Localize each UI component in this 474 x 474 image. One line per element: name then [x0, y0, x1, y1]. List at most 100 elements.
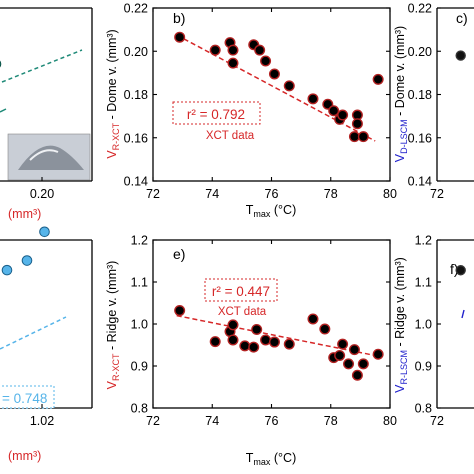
panel-b-yaxis-ticklabel-1: 0.16	[124, 131, 148, 145]
panel-e-yaxis-ticklabel-3: 1.1	[131, 276, 148, 290]
panel-e-xaxis-ticklabel-1: 74	[205, 414, 219, 428]
panel-e-yaxis-ticklabel-1: 0.9	[131, 360, 148, 374]
panel-c-yaxis-ticklabel-2: 0.18	[408, 88, 432, 102]
panel-b-point-6	[254, 44, 266, 56]
panel-e-point-6	[248, 341, 260, 353]
panel-b-yaxis-ticklabel-2: 0.18	[124, 88, 148, 102]
panel-e-point-20	[372, 348, 384, 360]
panel-e-point-14	[334, 350, 346, 362]
panel-f-xaxis-ticklabel-0: 72	[430, 414, 444, 428]
panel-b-r2-text: r² = 0.792	[187, 107, 245, 122]
panel-c-yaxis-ticklabel-3: 0.20	[408, 45, 432, 59]
panel-d-xlabel-fragment: (mm³)	[8, 449, 41, 463]
panel-b-point-12	[328, 105, 340, 117]
panel-e-point-3	[227, 319, 239, 331]
panel-b-point-9	[283, 80, 295, 92]
panel-b-point-4	[227, 44, 239, 56]
panel-e-point-19	[357, 358, 369, 370]
panel-e-trendline	[176, 314, 376, 357]
panel-a-trendline	[1, 49, 83, 83]
panel-e-point-7	[251, 323, 263, 335]
panel-f-ylabel: VR-LSCM - Ridge v. (mm³)	[393, 257, 409, 393]
panel-b-label: b)	[173, 10, 185, 26]
panel-b-xlabel: Tmax (°C)	[246, 203, 296, 219]
panel-e-point-12	[319, 323, 331, 335]
panel-e-point-1	[209, 336, 221, 348]
panel-b-point-8	[268, 68, 280, 80]
panel-b-yaxis-ticklabel-3: 0.20	[124, 45, 148, 59]
panel-c-yaxis-ticklabel-0: 0.14	[408, 175, 432, 189]
panel-e-point-17	[348, 344, 360, 356]
panel-e-frame	[152, 239, 391, 409]
panel-e-point-0	[174, 305, 186, 317]
panel-e-label: e)	[173, 246, 185, 262]
panel-b-frame	[152, 7, 391, 182]
panel-b-xct-label: XCT data	[206, 130, 255, 142]
panel-b-point-17	[351, 118, 363, 130]
panel-d-point-7	[1, 264, 13, 276]
panel-b-xaxis-ticklabel-0: 72	[146, 187, 160, 201]
panel-a-xaxis-ticklabel-0: 0.20	[30, 187, 54, 201]
panel-d-xaxis-ticklabel-0: 1.02	[30, 414, 54, 428]
panel-c-label: c)	[456, 10, 468, 26]
panel-f-point-0	[455, 265, 466, 276]
panel-b-r2-box	[172, 101, 261, 125]
panel-e-xaxis-ticklabel-4: 80	[383, 414, 397, 428]
panel-b-point-14	[337, 109, 349, 121]
panel-e-xaxis-ticklabel-2: 76	[265, 414, 279, 428]
panel-e-xlabel: Tmax (°C)	[246, 451, 296, 467]
panel-b-xaxis-ticklabel-3: 78	[324, 187, 338, 201]
panel-d-point-8	[21, 255, 33, 266]
panel-b-trendline	[176, 34, 376, 142]
panel-e-point-18	[351, 369, 363, 381]
panel-e-point-8	[260, 334, 272, 346]
panel-b-point-18	[357, 131, 369, 143]
panel-e-xaxis-ticklabel-0: 72	[146, 414, 160, 428]
panel-b-xaxis-ticklabel-2: 76	[265, 187, 279, 201]
panel-a-inset-highlight	[29, 149, 59, 161]
panel-b-point-7	[260, 55, 272, 67]
panel-d-r2-text: = 0.748	[2, 391, 47, 406]
panel-a-point-11	[0, 60, 2, 68]
panel-f-trend-fragment	[461, 309, 465, 319]
panel-e-r2-text: r² = 0.447	[212, 284, 270, 299]
panel-e-point-9	[268, 336, 280, 348]
panel-f-yaxis-ticklabel-2: 1.0	[415, 318, 432, 332]
panel-d-r2-box	[0, 385, 55, 409]
panel-e-point-10	[283, 338, 295, 350]
panel-b-xaxis-ticklabel-1: 74	[205, 187, 219, 201]
panel-e-yaxis-ticklabel-4: 1.2	[131, 234, 148, 248]
panel-f-yaxis-ticklabel-3: 1.1	[415, 276, 432, 290]
panel-b-xaxis-ticklabel-4: 80	[383, 187, 397, 201]
panel-e-yaxis-ticklabel-0: 0.8	[131, 402, 148, 416]
panel-e-point-16	[343, 358, 355, 370]
panel-a-inset-shape	[18, 145, 84, 170]
panel-b-point-0	[174, 31, 186, 43]
panel-e-point-5	[239, 340, 251, 352]
panel-b-ylabel: VR-XCT - Dome v. (mm³)	[105, 29, 121, 158]
panel-e-point-11	[307, 313, 319, 325]
panel-d-trendline	[0, 316, 67, 350]
panel-e-yaxis-ticklabel-2: 1.0	[131, 318, 148, 332]
panel-e-r2-box	[204, 278, 278, 302]
panel-a-xlabel-fragment: (mm³)	[8, 207, 41, 221]
panel-b-yaxis-ticklabel-4: 0.22	[124, 2, 148, 16]
panel-b-point-10	[307, 93, 319, 105]
panel-e-xct-label: XCT data	[218, 306, 267, 318]
panel-d-point-9	[39, 226, 50, 238]
panel-b-yaxis-ticklabel-0: 0.14	[124, 175, 148, 189]
panel-f-yaxis-ticklabel-0: 0.8	[415, 402, 432, 416]
panel-e-point-4	[227, 334, 239, 346]
panel-b-point-15	[348, 131, 360, 143]
panel-e-ylabel: VR-XCT - Ridge v. (mm³)	[105, 261, 121, 390]
panel-b-point-3	[227, 57, 239, 69]
panel-e-xaxis-ticklabel-3: 78	[324, 414, 338, 428]
panel-c-yaxis-ticklabel-1: 0.16	[408, 131, 432, 145]
panel-a-trendline-left	[0, 108, 7, 113]
panel-c-xaxis-ticklabel-0: 72	[430, 187, 444, 201]
panel-f-label: f)	[450, 261, 459, 277]
panel-f-yaxis-ticklabel-1: 0.9	[415, 360, 432, 374]
panel-c-ylabel: VD-LSCM - Dome v. (mm³)	[393, 26, 409, 162]
panel-f-yaxis-ticklabel-4: 1.2	[415, 234, 432, 248]
